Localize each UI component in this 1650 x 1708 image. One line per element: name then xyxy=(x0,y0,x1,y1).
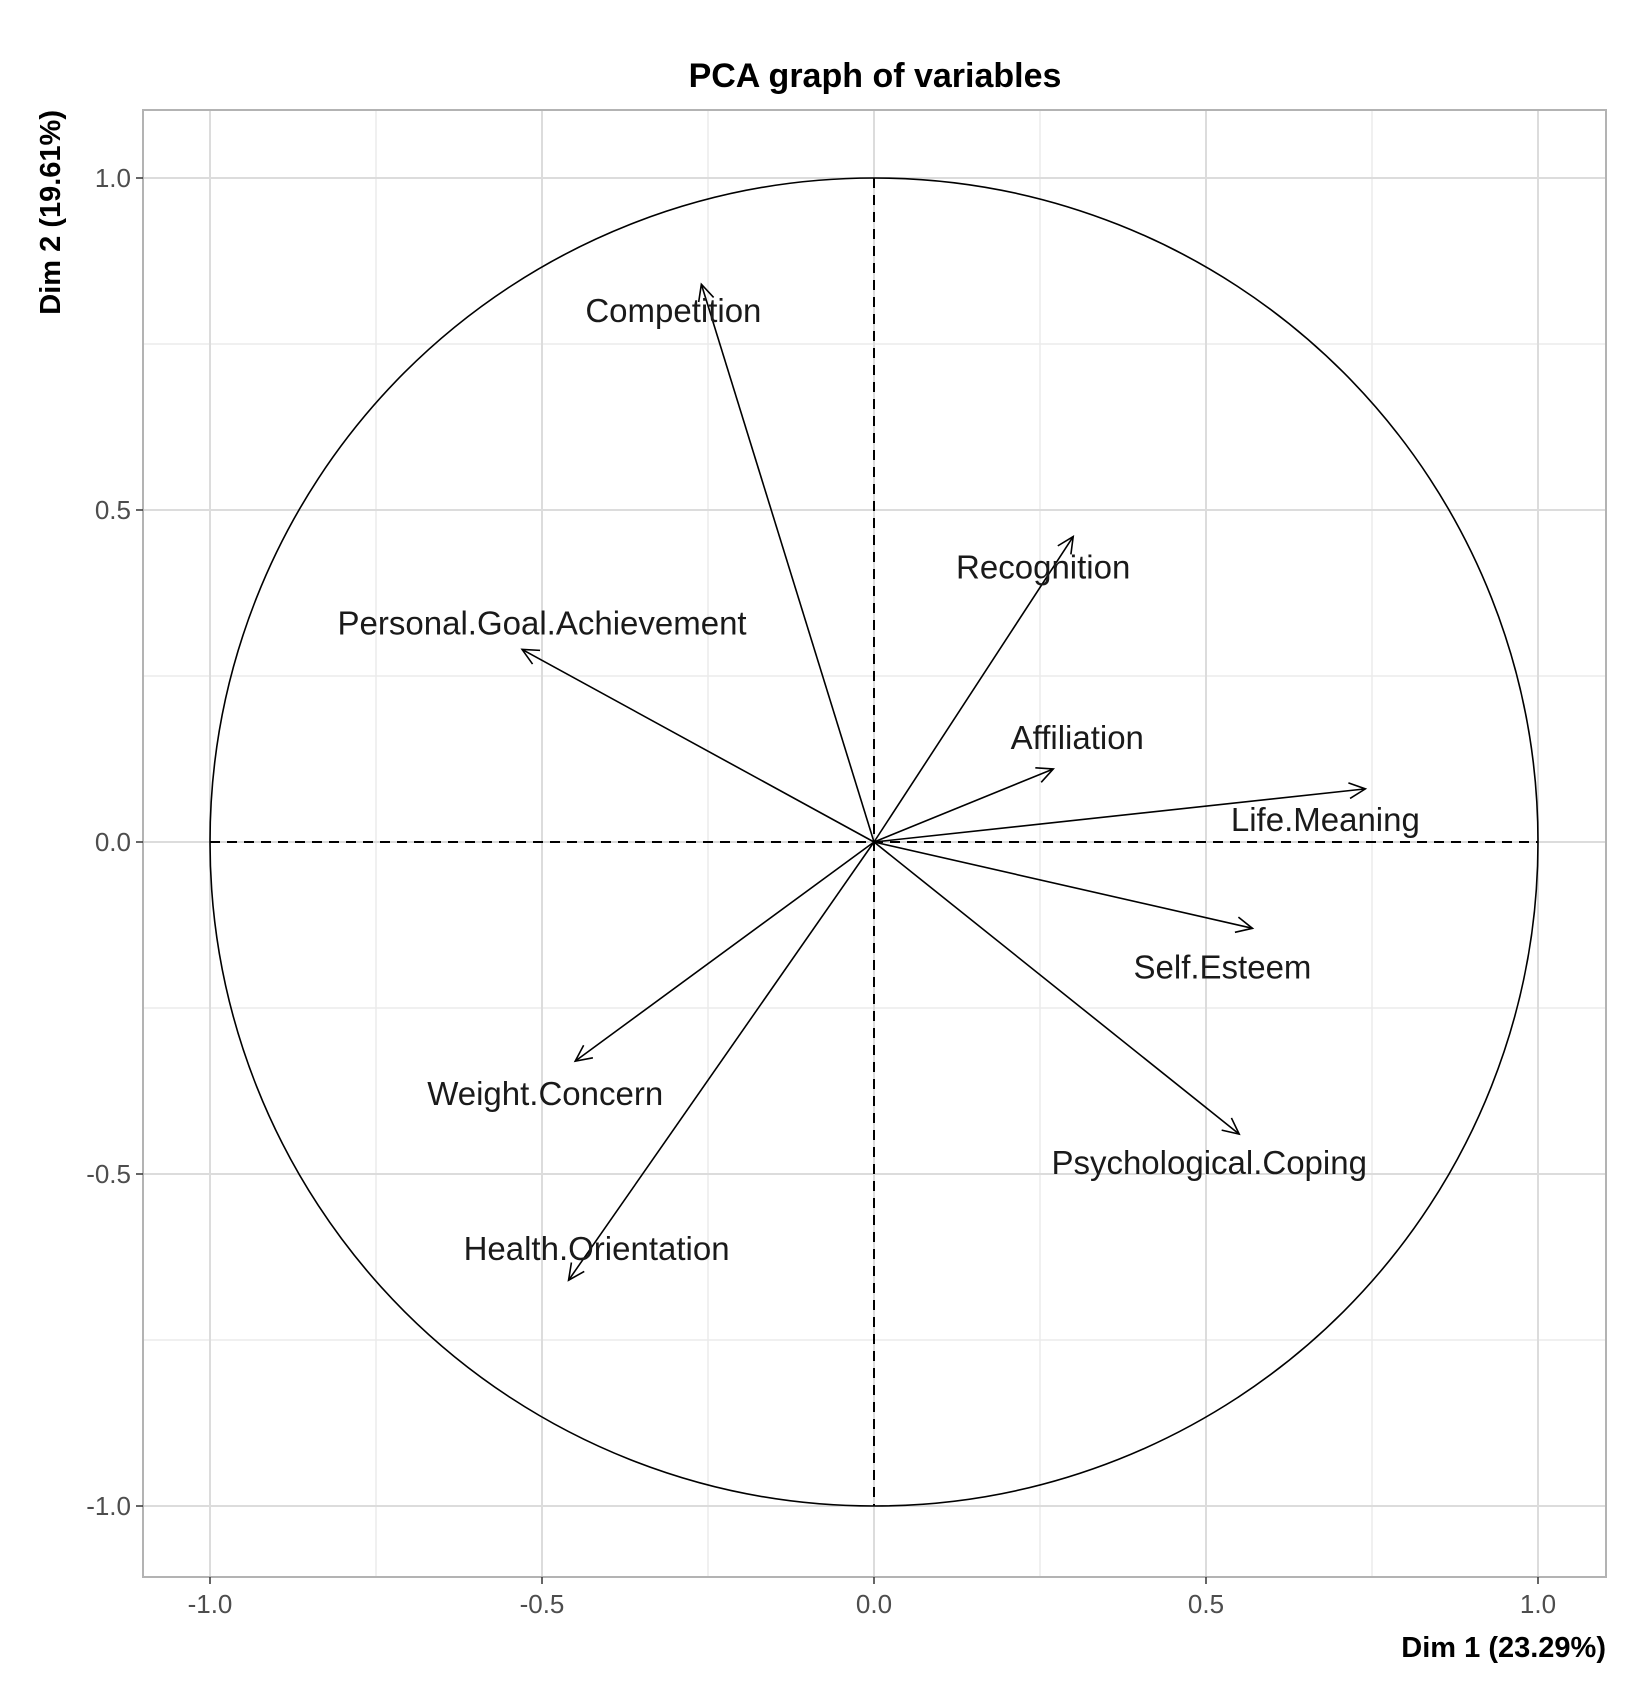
arrowhead-health-orientation xyxy=(567,1262,585,1282)
variable-label-recognition: Recognition xyxy=(956,549,1130,586)
arrow-personal-goal-achievement xyxy=(521,648,875,843)
tick-layer: -1.0 -0.5 0.0 0.5 1.0 -1.0 -0.5 0.0 0.5 1.0 xyxy=(86,163,1556,1619)
y-tick-label: -0.5 xyxy=(86,1159,131,1189)
chart-title: PCA graph of variables xyxy=(689,57,1062,95)
variable-label-affiliation: Affiliation xyxy=(1011,719,1144,756)
x-tick-label: 0.0 xyxy=(856,1589,892,1619)
variable-label-competition: Competition xyxy=(585,292,761,329)
x-axis-title: Dim 1 (23.29%) xyxy=(1401,1632,1606,1664)
arrow-affiliation xyxy=(873,768,1054,843)
y-tick-label: -1.0 xyxy=(86,1491,131,1521)
variable-label-health-orientation: Health.Orientation xyxy=(464,1230,730,1267)
arrowhead-life-meaning xyxy=(1348,782,1368,800)
variable-label-psychological-coping: Psychological.Coping xyxy=(1051,1144,1367,1181)
arrow-psychological-coping xyxy=(873,841,1240,1135)
y-tick-label: 1.0 xyxy=(95,163,131,193)
x-tick-label: 0.5 xyxy=(1188,1589,1224,1619)
arrowhead-weight-concern xyxy=(573,1044,594,1063)
arrow-health-orientation xyxy=(567,841,875,1281)
arrowhead-competition xyxy=(697,282,715,303)
x-tick-label: -1.0 xyxy=(188,1589,233,1619)
arrow-weight-concern xyxy=(574,841,875,1062)
y-axis-title: Dim 2 (19.61%) xyxy=(35,110,67,315)
arrow-recognition xyxy=(873,536,1074,843)
y-tick-label: 0.0 xyxy=(95,827,131,857)
variable-label-weight-concern: Weight.Concern xyxy=(427,1075,663,1112)
x-tick-label: 1.0 xyxy=(1520,1589,1556,1619)
arrow-self-esteem xyxy=(873,841,1253,930)
arrow-layer xyxy=(520,282,1368,1282)
arrowhead-recognition xyxy=(1057,535,1075,555)
variable-label-personal-goal-achievement: Personal.Goal.Achievement xyxy=(338,604,747,641)
arrowhead-personal-goal-achievement xyxy=(520,648,541,665)
arrowhead-affiliation xyxy=(1035,767,1055,783)
arrowhead-psychological-coping xyxy=(1221,1117,1241,1136)
arrowhead-self-esteem xyxy=(1234,916,1255,934)
y-tick-label: 0.5 xyxy=(95,495,131,525)
arrow-life-meaning xyxy=(873,788,1366,843)
label-layer: Competition Recognition Personal.Goal.Achi… xyxy=(338,292,1420,1267)
variable-label-self-esteem: Self.Esteem xyxy=(1134,948,1312,985)
variable-label-life-meaning: Life.Meaning xyxy=(1231,801,1420,838)
x-tick-label: -0.5 xyxy=(520,1589,565,1619)
arrow-competition xyxy=(700,284,875,843)
